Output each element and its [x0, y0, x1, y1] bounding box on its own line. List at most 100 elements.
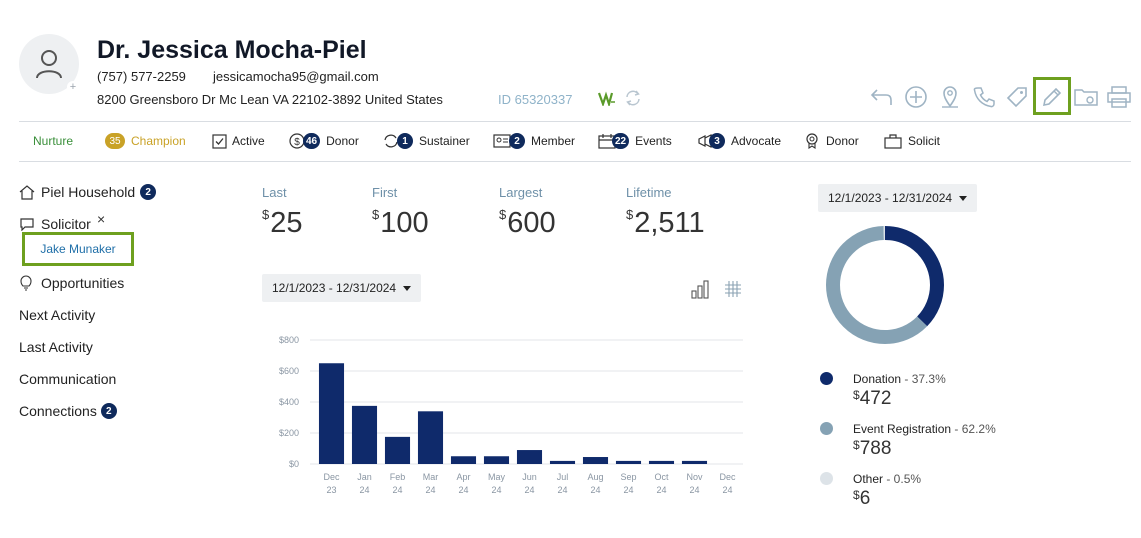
bar[interactable]: [582, 457, 609, 464]
solicit-icon: [884, 134, 902, 149]
legend-swatch: [820, 422, 833, 435]
events-tag[interactable]: 22 Events: [598, 133, 672, 149]
refresh-icon[interactable]: [624, 89, 642, 112]
solicitor-section: Solicitor: [19, 216, 91, 232]
legend-label: Donation - 37.3%: [853, 372, 946, 386]
contact-address: 8200 Greensboro Dr Mc Lean VA 22102-3892…: [97, 92, 443, 107]
solicit-label: Solicit: [908, 134, 941, 148]
connections-count: 2: [100, 403, 117, 419]
communication-link[interactable]: Communication: [19, 371, 117, 387]
bar[interactable]: [648, 460, 675, 464]
opportunities-label: Opportunities: [41, 275, 125, 291]
x-tick-label: Jan 24: [357, 472, 372, 495]
tag-icon[interactable]: [1004, 84, 1030, 110]
advocate-count: 3: [709, 133, 725, 149]
advocate-tag[interactable]: 3 Advocate: [697, 133, 781, 149]
champion-label: Champion: [131, 134, 186, 148]
nurture-tag[interactable]: Nurture: [33, 134, 74, 148]
date-range-dropdown[interactable]: 12/1/2023 - 12/31/2024: [262, 274, 422, 302]
house-icon: [19, 185, 35, 200]
bar[interactable]: [483, 456, 510, 464]
household-label: Piel Household: [41, 184, 136, 200]
bar[interactable]: [417, 411, 444, 464]
household-count: 2: [140, 184, 157, 200]
date-range-value: 12/1/2023 - 12/31/2024: [828, 191, 953, 205]
advocate-label: Advocate: [731, 134, 782, 148]
checkbox-icon: [212, 133, 227, 149]
lightbulb-icon: [20, 275, 32, 291]
user-icon: [36, 50, 62, 79]
connections-link[interactable]: Connections 2: [19, 403, 117, 419]
active-tag[interactable]: Active: [212, 133, 265, 149]
phone-icon[interactable]: [971, 84, 997, 110]
x-tick-label: Aug 24: [587, 472, 603, 495]
wealth-logo-icon[interactable]: [597, 90, 616, 111]
solicitor-name-link[interactable]: Jake Munaker: [22, 232, 134, 266]
bar[interactable]: [516, 450, 543, 464]
donut-slice[interactable]: [826, 226, 944, 344]
legend-amount: $472: [853, 388, 892, 409]
donor-count: 46: [303, 133, 321, 149]
bar-chart-view-icon[interactable]: [690, 279, 710, 304]
legend-amount: $788: [853, 438, 892, 459]
donut-date-range-dropdown[interactable]: 12/1/2023 - 12/31/2024: [818, 184, 978, 212]
legend-percent: - 62.2%: [951, 422, 996, 436]
bar[interactable]: [549, 460, 576, 464]
location-pin-icon[interactable]: [937, 84, 963, 110]
divider: [19, 121, 1131, 122]
pencil-icon[interactable]: [1039, 84, 1065, 110]
contact-name: Dr. Jessica Mocha-Piel: [97, 36, 367, 64]
bar[interactable]: [450, 456, 477, 464]
print-icon[interactable]: [1106, 84, 1132, 110]
close-icon[interactable]: ×: [97, 211, 106, 227]
donut-slice[interactable]: [826, 226, 944, 344]
avatar[interactable]: [19, 34, 79, 94]
solicit-tag[interactable]: Solicit: [884, 133, 940, 149]
champion-count: 35: [105, 133, 125, 149]
chevron-down-icon: [959, 195, 968, 201]
opportunities-link[interactable]: Opportunities: [19, 275, 124, 291]
x-tick-label: May 24: [488, 472, 506, 495]
active-label: Active: [232, 134, 265, 148]
y-tick-label: $600: [279, 366, 299, 376]
stat-first-value: $100: [372, 207, 429, 239]
add-circle-icon[interactable]: [903, 84, 929, 110]
sustainer-label: Sustainer: [419, 134, 470, 148]
add-photo-icon[interactable]: +: [67, 81, 79, 93]
member-count: 2: [509, 133, 525, 149]
household-link[interactable]: Piel Household 2: [19, 184, 157, 200]
member-tag[interactable]: 2 Member: [493, 133, 575, 149]
bar[interactable]: [351, 405, 378, 464]
legend-swatch: [820, 372, 833, 385]
bar[interactable]: [681, 460, 708, 464]
champion-tag[interactable]: 35 Champion: [105, 133, 186, 149]
next-activity-link[interactable]: Next Activity: [19, 307, 96, 323]
folder-settings-icon[interactable]: [1073, 84, 1099, 110]
giving-donut-chart: [826, 226, 944, 344]
svg-text:$: $: [294, 137, 300, 148]
x-tick-label: Jun 24: [522, 472, 537, 495]
grid-view-icon[interactable]: [723, 279, 743, 304]
chevron-down-icon: [403, 285, 412, 291]
sustainer-count: 1: [397, 133, 413, 149]
x-tick-label: Dec 23: [323, 472, 340, 495]
bar[interactable]: [318, 363, 345, 464]
award-icon: [806, 133, 818, 149]
contact-phone[interactable]: (757) 577-2259: [97, 69, 186, 84]
x-tick-label: Jul 24: [557, 472, 569, 495]
x-tick-label: Mar 24: [423, 472, 439, 495]
back-arrow-icon[interactable]: [868, 84, 894, 110]
chat-icon: [20, 218, 34, 231]
sustainer-tag[interactable]: 1 Sustainer: [383, 133, 470, 149]
donor-tag[interactable]: $ 46 Donor: [289, 133, 359, 149]
donor-award-label: Donor: [826, 134, 859, 148]
bar[interactable]: [384, 436, 411, 464]
last-activity-link[interactable]: Last Activity: [19, 339, 93, 355]
donor-label: Donor: [326, 134, 359, 148]
edit-button-highlight[interactable]: [1033, 77, 1071, 115]
donor-award-tag[interactable]: Donor: [805, 133, 859, 149]
bar[interactable]: [615, 460, 642, 464]
y-tick-label: $200: [279, 428, 299, 438]
stat-first-label: First: [372, 185, 398, 200]
contact-email[interactable]: jessicamocha95@gmail.com: [213, 69, 379, 84]
